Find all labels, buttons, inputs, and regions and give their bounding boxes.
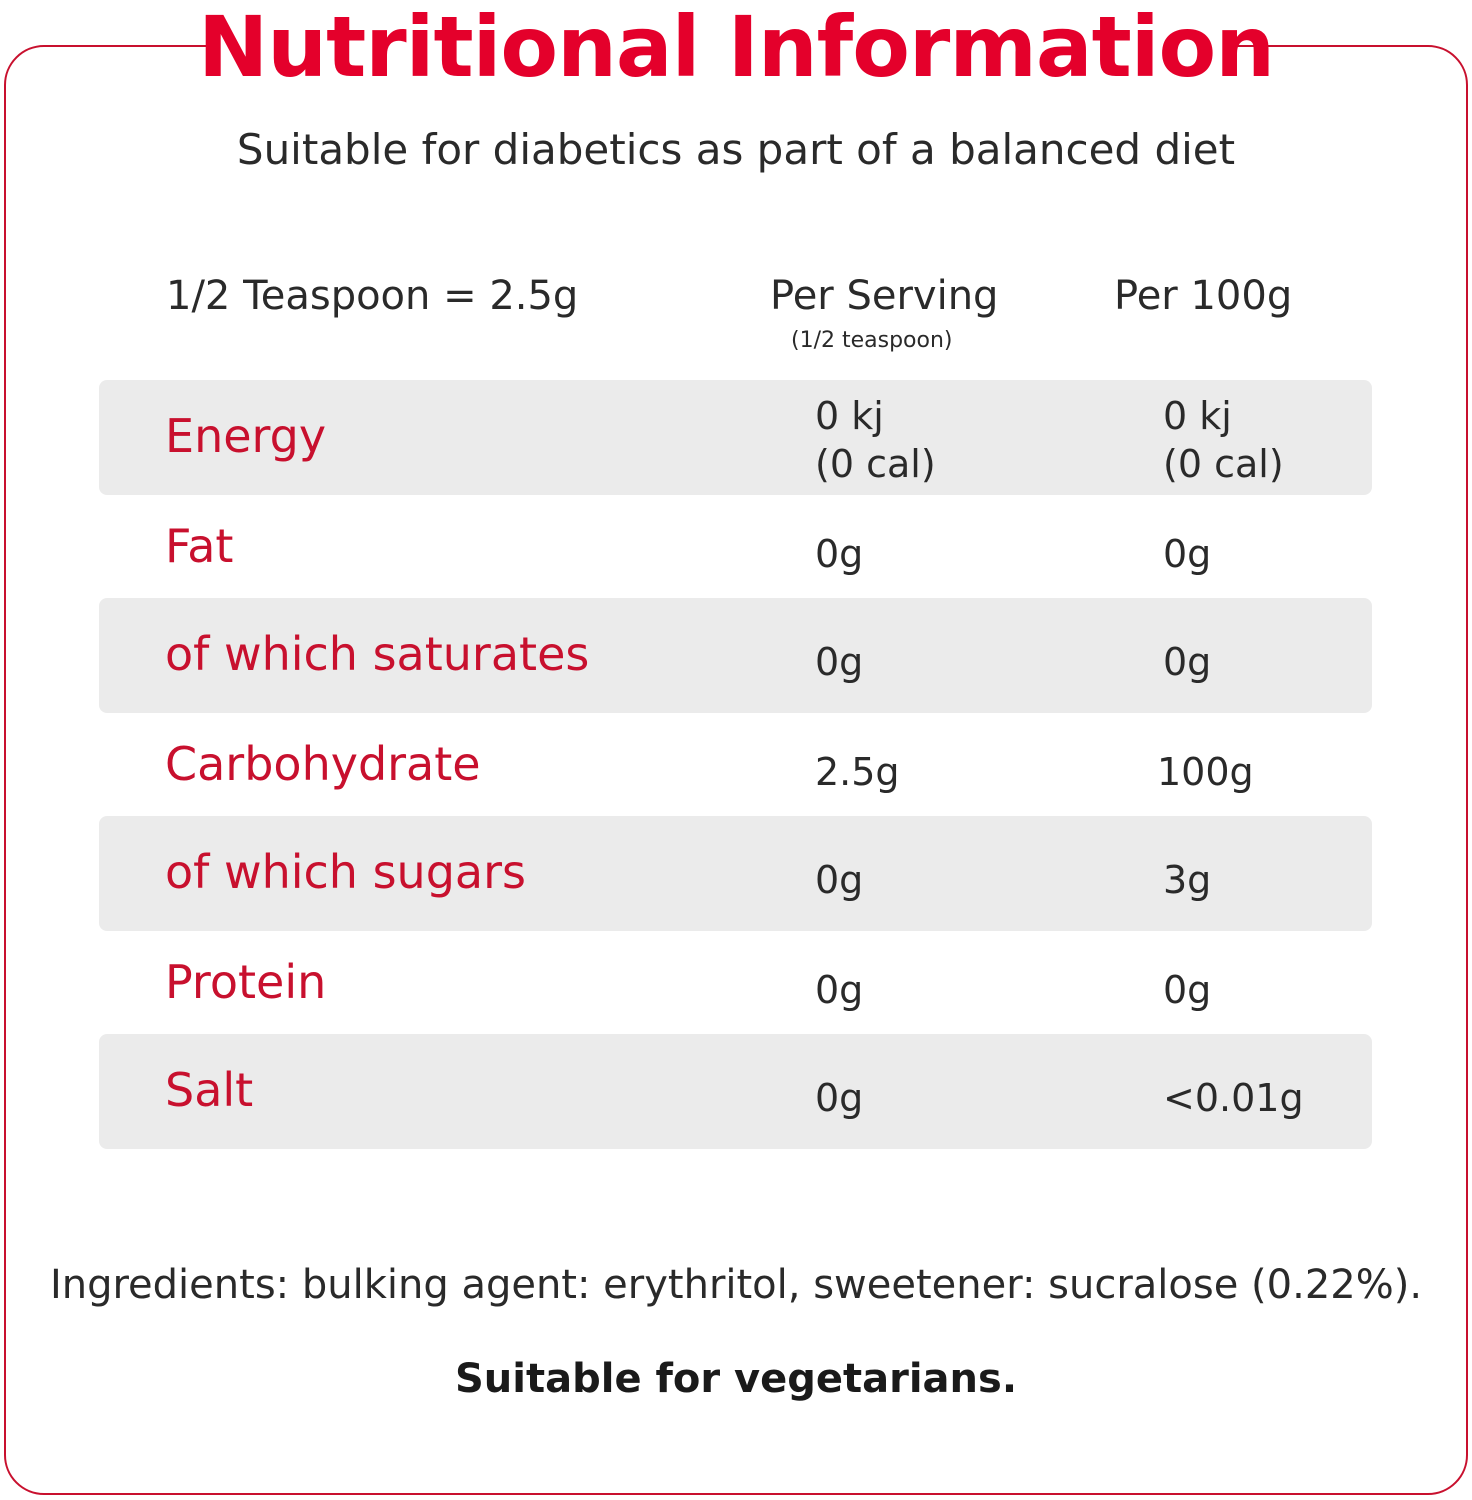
per-serving-value: 0 kj (0 cal) [815, 392, 936, 488]
column-header-per-serving-note: (1/2 teaspoon) [791, 328, 953, 353]
per-100g-kj: 0 kj [1163, 394, 1232, 438]
table-row-protein: Protein 0g 0g [99, 926, 1372, 1041]
per-serving-value: 0g [815, 968, 864, 1012]
ingredients-text: Ingredients: bulking agent: erythritol, … [49, 1262, 1423, 1308]
per-serving-value: 0g [815, 1076, 864, 1120]
per-serving-cal: (0 cal) [815, 442, 936, 486]
per-serving-kj: 0 kj [815, 394, 884, 438]
nutrient-name: Energy [165, 409, 327, 463]
nutrient-name: Carbohydrate [165, 737, 481, 791]
per-100g-value: <0.01g [1163, 1076, 1304, 1120]
column-header-per-100g: Per 100g [1114, 273, 1293, 319]
nutrient-name: Salt [165, 1063, 254, 1117]
per-serving-value: 0g [815, 640, 864, 684]
per-100g-value: 0 kj (0 cal) [1163, 392, 1284, 488]
title-mask [212, 20, 1236, 80]
subtitle: Suitable for diabetics as part of a bala… [236, 125, 1236, 174]
serving-size-label: 1/2 Teaspoon = 2.5g [166, 273, 579, 319]
nutrient-name: of which sugars [165, 845, 526, 899]
vegetarian-note: Suitable for vegetarians. [454, 1356, 1018, 1402]
per-100g-value: 100g [1157, 750, 1254, 794]
nutrient-name: Fat [165, 519, 234, 573]
table-row-sugars: of which sugars 0g 3g [99, 816, 1372, 931]
table-row-energy: Energy 0 kj (0 cal) 0 kj (0 cal) [99, 380, 1372, 495]
per-serving-value: 0g [815, 858, 864, 902]
per-serving-value: 2.5g [815, 750, 900, 794]
table-row-saturates: of which saturates 0g 0g [99, 598, 1372, 713]
table-row-salt: Salt 0g <0.01g [99, 1034, 1372, 1149]
page-title: Nutritional Information [197, 0, 1275, 96]
column-header-per-serving: Per Serving [770, 273, 999, 319]
nutrient-name: of which saturates [165, 627, 590, 681]
per-100g-value: 3g [1163, 858, 1212, 902]
table-row-carbohydrate: Carbohydrate 2.5g 100g [99, 708, 1372, 823]
per-serving-value: 0g [815, 532, 864, 576]
table-row-fat: Fat 0g 0g [99, 490, 1372, 605]
per-100g-cal: (0 cal) [1163, 442, 1284, 486]
nutrient-name: Protein [165, 955, 327, 1009]
per-100g-value: 0g [1163, 640, 1212, 684]
per-100g-value: 0g [1163, 532, 1212, 576]
per-100g-value: 0g [1163, 968, 1212, 1012]
